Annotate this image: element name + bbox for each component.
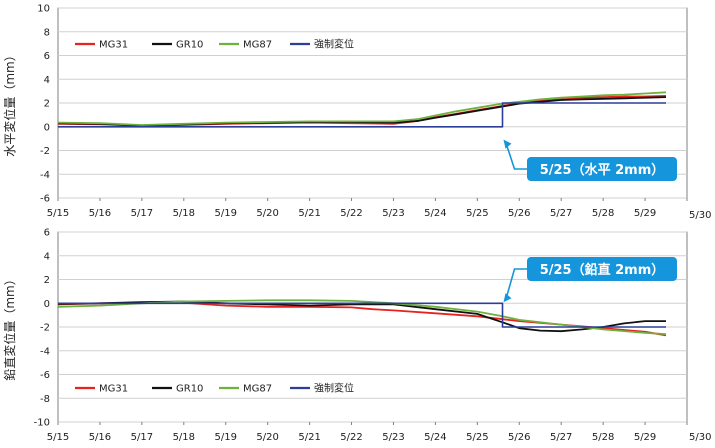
x-tick-label: 5/20 xyxy=(256,432,278,443)
x-tick-label: 5/19 xyxy=(214,208,236,219)
x-tick-label: 5/22 xyxy=(340,432,362,443)
annotation-text: 5/25（鉛直 2mm） xyxy=(540,262,665,278)
y-tick-label: 4 xyxy=(44,75,50,86)
x-tick-label: 5/15 xyxy=(47,208,69,219)
x-tick-label: 5/18 xyxy=(173,432,195,443)
legend-label: GR10 xyxy=(176,384,203,395)
x-tick-label: 5/29 xyxy=(634,208,656,219)
annotation-callout xyxy=(527,157,677,181)
y-tick-label: 2 xyxy=(44,99,50,110)
annotation-leader xyxy=(505,268,527,298)
x-tick-label: 5/28 xyxy=(592,432,614,443)
annotation-callout xyxy=(527,257,677,281)
legend-label: MG31 xyxy=(99,40,128,51)
chart-panel-2: -10 -8 -6 -4 -2 0 2 4 6 5/15 5/16 5/17 5/18 5/19 5/20 5… xyxy=(2,228,711,444)
x-tick-label: 5/22 xyxy=(340,208,362,219)
x-tick-label: 5/30 xyxy=(689,432,711,443)
chart-panel-1: -6 -4 -2 0 2 4 6 8 10 5/15 5/16 5/17 5/18 5/19 5/20 5/2… xyxy=(2,4,711,222)
x-tick-label: 5/26 xyxy=(508,432,530,443)
annotation-arrowhead xyxy=(503,293,512,303)
x-tick-label: 5/21 xyxy=(298,208,320,219)
y-tick-label: -4 xyxy=(40,170,50,181)
y-tick-label: 0 xyxy=(44,122,50,133)
y-tick-label: 8 xyxy=(44,27,50,38)
x-tick-label: 5/16 xyxy=(89,208,111,219)
legend-label: 強制変位 xyxy=(314,382,354,395)
x-tick-label: 5/26 xyxy=(508,208,530,219)
x-tick-label: 5/27 xyxy=(550,432,572,443)
x-tick-label: 5/17 xyxy=(131,208,153,219)
x-tick-label: 5/25 xyxy=(466,432,488,443)
legend-label: GR10 xyxy=(176,40,203,51)
annotation-leader xyxy=(505,144,527,170)
series-line-強制変位 xyxy=(58,302,666,328)
legend-label: MG87 xyxy=(243,384,272,395)
x-tick-label: 5/20 xyxy=(256,208,278,219)
y-tick-label: -4 xyxy=(40,346,50,357)
y-tick-label: -2 xyxy=(40,323,50,334)
series-line-強制変位 xyxy=(58,102,666,128)
y-tick-label: 0 xyxy=(44,299,50,310)
x-tick-label: 5/30 xyxy=(689,210,711,221)
y-tick-label: -8 xyxy=(40,394,50,405)
annotation-arrowhead xyxy=(503,139,512,149)
x-tick-label: 5/28 xyxy=(592,208,614,219)
y-tick-label: 4 xyxy=(44,251,50,262)
legend-label: 強制変位 xyxy=(314,38,354,51)
y-tick-label: 6 xyxy=(44,51,50,62)
series-line-MG87 xyxy=(57,91,667,126)
y-tick-label: -6 xyxy=(40,370,50,381)
x-tick-label: 5/23 xyxy=(382,208,404,219)
y-tick-label: -2 xyxy=(40,146,50,157)
y-tick-label: 10 xyxy=(37,4,50,15)
x-tick-label: 5/16 xyxy=(89,432,111,443)
x-tick-label: 5/23 xyxy=(382,432,404,443)
y-axis-label: 水平変位量（mm） xyxy=(2,49,17,156)
x-tick-label: 5/18 xyxy=(173,208,195,219)
x-tick-label: 5/25 xyxy=(466,208,488,219)
y-tick-label: -10 xyxy=(34,418,50,429)
y-tick-label: 6 xyxy=(44,228,50,239)
legend-label: MG31 xyxy=(99,384,128,395)
x-tick-label: 5/27 xyxy=(550,208,572,219)
x-tick-label: 5/24 xyxy=(424,208,446,219)
annotation-text: 5/25（水平 2mm） xyxy=(540,162,665,178)
legend-label: MG87 xyxy=(243,40,272,51)
y-axis-label: 鉛直変位量（mm） xyxy=(2,273,17,380)
y-tick-label: 2 xyxy=(44,275,50,286)
x-tick-label: 5/21 xyxy=(298,432,320,443)
x-tick-label: 5/17 xyxy=(131,432,153,443)
x-tick-label: 5/24 xyxy=(424,432,446,443)
x-tick-label: 5/19 xyxy=(214,432,236,443)
x-tick-label: 5/29 xyxy=(634,432,656,443)
x-tick-label: 5/15 xyxy=(47,432,69,443)
y-tick-label: -6 xyxy=(40,194,50,205)
